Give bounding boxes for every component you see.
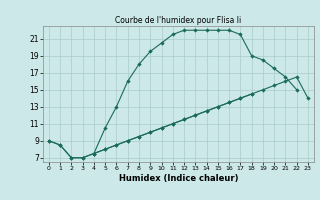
Title: Courbe de l'humidex pour Flisa Ii: Courbe de l'humidex pour Flisa Ii bbox=[115, 16, 242, 25]
X-axis label: Humidex (Indice chaleur): Humidex (Indice chaleur) bbox=[119, 174, 238, 183]
